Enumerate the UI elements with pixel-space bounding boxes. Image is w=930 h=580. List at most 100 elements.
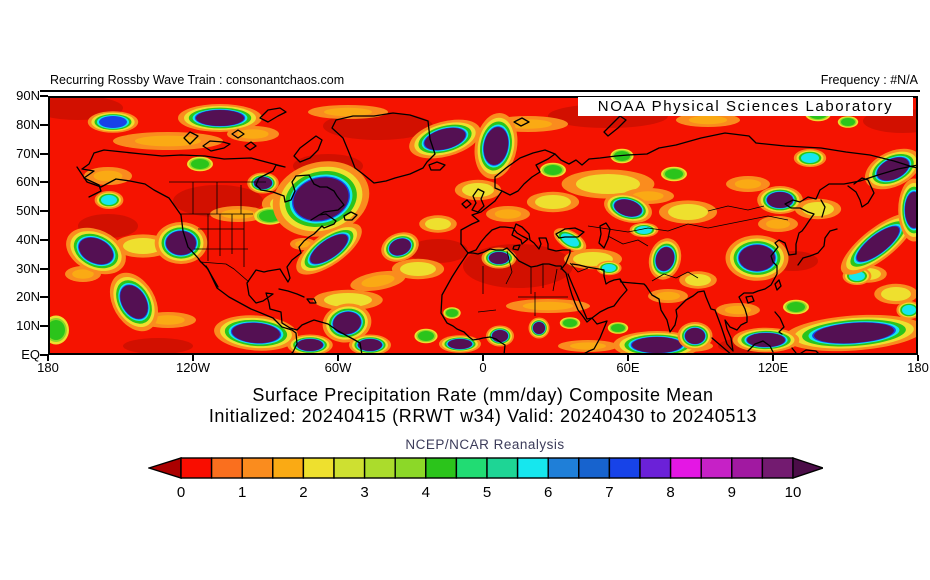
precip-contour-ring — [135, 135, 201, 147]
precip-blob-green — [607, 322, 629, 334]
precip-contour-ring — [123, 238, 163, 254]
precip-blob-purple — [109, 272, 159, 332]
precip-contour-ring — [576, 174, 640, 194]
border-line — [651, 271, 699, 282]
colorbar: 0 1 2 3 4 5 6 7 8 9 10 — [148, 457, 823, 501]
colorbar-segment — [669, 457, 702, 479]
low-precip-patch — [323, 112, 433, 140]
precip-blob-yellow — [526, 191, 580, 213]
precip-contour-ring — [747, 333, 785, 347]
y-axis-tick — [40, 238, 48, 241]
colorbar-tick-label: 10 — [785, 484, 802, 501]
precip-contour-ring — [361, 274, 395, 288]
y-axis-label: 60N — [16, 174, 40, 190]
precip-contour-ring — [324, 293, 372, 307]
colorbar-segment — [486, 457, 519, 479]
coastline — [555, 227, 585, 239]
precip-blob-purple — [613, 331, 701, 355]
precip-blob-purple — [439, 335, 481, 353]
x-axis-label: 0 — [479, 360, 487, 375]
precip-blob-purple — [154, 222, 208, 264]
colorbar-tick-label: 1 — [238, 484, 246, 501]
coastline — [747, 340, 774, 353]
precip-contour-ring — [489, 252, 509, 264]
precip-contour-ring — [814, 322, 894, 344]
precip-contour-ring — [48, 320, 65, 340]
y-axis-label: 50N — [16, 203, 40, 219]
border-line — [607, 235, 649, 247]
colorbar-tick-label: 5 — [483, 484, 491, 501]
y-axis-labels: 90N 80N 70N 60N 50N 40N 30N 20N 10N EQ — [0, 89, 40, 362]
precip-contour-ring — [101, 195, 117, 205]
colorbar-tick-label: 9 — [728, 484, 736, 501]
y-axis-tick — [40, 296, 48, 299]
coastline — [231, 129, 245, 139]
coastline — [202, 140, 231, 152]
coastline — [711, 337, 733, 355]
y-axis-tick — [40, 123, 48, 126]
precip-contour-ring — [78, 237, 114, 265]
coastline — [774, 311, 785, 335]
colorbar-segment — [394, 457, 427, 479]
precip-contour-ring — [766, 219, 790, 229]
precip-contour-ring — [856, 226, 900, 262]
y-axis-tick — [40, 95, 48, 97]
coastline — [183, 131, 199, 145]
noaa-psl-watermark: NOAA Physical Sciences Laboratory — [578, 97, 913, 116]
precip-blob-purple — [349, 334, 391, 355]
colorbar-segment — [700, 457, 733, 479]
precip-contour-ring — [166, 231, 196, 255]
y-axis-label: 80N — [16, 116, 40, 132]
precip-contour-ring — [99, 116, 127, 128]
coastline — [343, 211, 358, 221]
coastline — [791, 347, 797, 354]
border-line — [552, 268, 558, 292]
coastline — [467, 247, 608, 355]
coastline — [440, 252, 506, 355]
precip-contour-ring — [535, 195, 571, 209]
colorbar-segment — [455, 457, 488, 479]
precip-blob-purple — [864, 148, 918, 190]
precip-contour-ring — [685, 274, 711, 286]
x-axis-tick — [192, 355, 194, 361]
precip-contour-ring — [196, 110, 244, 126]
map-panel: NOAA Physical Sciences Laboratory — [48, 96, 918, 355]
precip-contour-ring — [787, 302, 805, 312]
precip-blob-purple — [604, 193, 652, 223]
precip-contour-ring — [734, 179, 762, 189]
colorbar-segment — [302, 457, 335, 479]
precip-contour-ring — [400, 262, 436, 276]
precip-contour-ring — [611, 324, 625, 332]
precip-contour-ring — [120, 285, 148, 319]
x-axis-label: 180 — [907, 360, 929, 375]
colorbar-tick-label: 4 — [422, 484, 430, 501]
precip-blob-yellow — [659, 200, 717, 224]
y-axis-ticks — [40, 95, 48, 356]
precip-blob-purple — [486, 325, 514, 347]
figure-header: Recurring Rossby Wave Train : consonantc… — [40, 68, 920, 92]
y-axis-tick — [40, 325, 48, 328]
colorbar-segment — [425, 457, 458, 479]
colorbar-segment — [578, 457, 611, 479]
precip-contour-ring — [614, 199, 642, 217]
x-axis-ticks — [47, 355, 919, 363]
x-axis-labels: 180 120W 60W 0 60E 120E 180 — [26, 358, 930, 375]
precip-blob-purple — [66, 227, 126, 275]
precip-blob-purple — [322, 303, 372, 343]
x-axis-label: 120W — [176, 360, 210, 375]
precip-contour-ring — [448, 339, 472, 349]
precip-blob-yellow — [679, 271, 717, 289]
precip-contour-ring — [802, 202, 834, 216]
coastline — [512, 244, 521, 251]
coastline — [461, 199, 472, 209]
x-axis-tick — [47, 355, 49, 361]
x-axis-label: 60E — [616, 360, 640, 375]
precip-contour-ring — [602, 264, 616, 272]
coastline — [603, 115, 627, 137]
precip-blob-green — [661, 166, 687, 182]
border-line — [707, 205, 765, 212]
precip-blob-purple — [648, 238, 682, 280]
colorbar-segment — [210, 457, 243, 479]
precipitation-blobs — [48, 104, 918, 355]
x-axis-tick — [917, 355, 919, 361]
